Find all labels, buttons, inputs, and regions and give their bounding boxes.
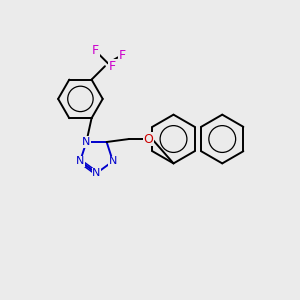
- Text: N: N: [76, 156, 84, 166]
- Text: N: N: [92, 168, 101, 178]
- Text: N: N: [82, 137, 91, 147]
- Text: N: N: [109, 156, 117, 166]
- Text: F: F: [109, 60, 116, 73]
- Text: F: F: [118, 49, 126, 62]
- Text: F: F: [92, 44, 99, 57]
- Text: O: O: [143, 133, 153, 146]
